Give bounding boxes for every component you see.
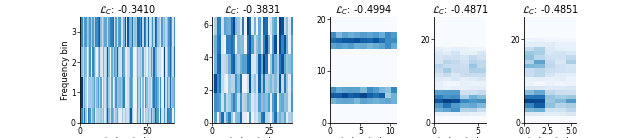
X-axis label: window index: window index xyxy=(431,137,489,138)
Title: DFT size: 40
$\mathcal{L}_C$: -0.4994: DFT size: 40 $\mathcal{L}_C$: -0.4994 xyxy=(333,0,393,17)
Title: DFT size: 5
$\mathcal{L}_C$: -0.3410: DFT size: 5 $\mathcal{L}_C$: -0.3410 xyxy=(99,0,156,17)
Title: DFT size: 60
$\mathcal{L}_C$: -0.4871: DFT size: 60 $\mathcal{L}_C$: -0.4871 xyxy=(431,0,490,17)
X-axis label: window index: window index xyxy=(521,137,579,138)
Title: DFT size: 10
$\mathcal{L}_C$: -0.3831: DFT size: 10 $\mathcal{L}_C$: -0.3831 xyxy=(223,0,282,17)
Title: DFT size: 70
$\mathcal{L}_C$: -0.4851: DFT size: 70 $\mathcal{L}_C$: -0.4851 xyxy=(520,0,580,17)
Y-axis label: Frequency bin: Frequency bin xyxy=(61,40,70,99)
X-axis label: window index: window index xyxy=(99,137,156,138)
X-axis label: window index: window index xyxy=(335,137,392,138)
X-axis label: window index: window index xyxy=(223,137,282,138)
